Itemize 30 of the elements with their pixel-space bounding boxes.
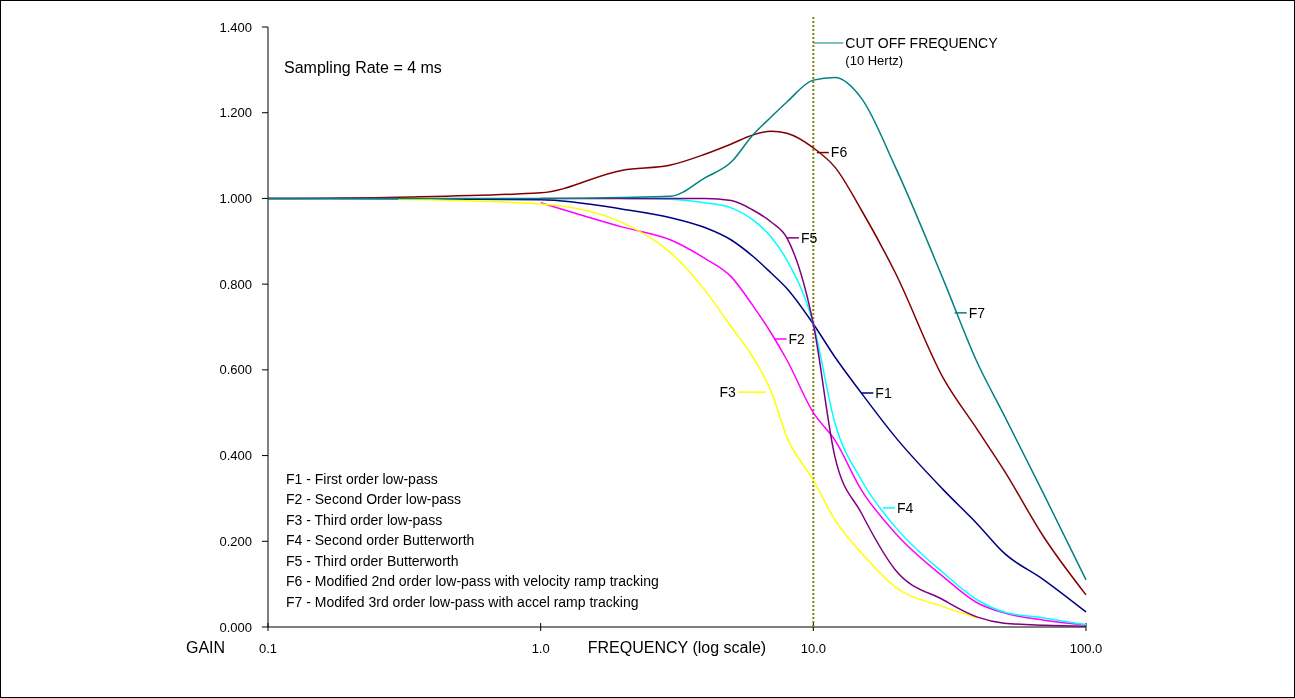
x-tick-label: 0.1 — [258, 641, 278, 656]
annotation: F7 — [968, 304, 986, 321]
annotation: F1 — [875, 384, 892, 401]
annotation: F4 - Second order Butterworth — [286, 532, 475, 549]
y-tick-label: 0.200 — [219, 533, 252, 549]
annotation: F6 - Modified 2nd order low-pass with velocity ramp tracking — [286, 573, 659, 590]
annotation: F4 — [896, 499, 914, 516]
annotation: F1 - First order low-pass — [286, 470, 438, 487]
y-tick-label: 0.600 — [219, 362, 252, 378]
y-axis-title: GAIN — [186, 639, 226, 656]
annotation: F3 — [719, 384, 737, 401]
x-axis-title: FREQUENCY (log scale) — [587, 639, 767, 656]
y-tick-label: 0.800 — [219, 276, 252, 292]
y-tick-label: 1.400 — [219, 19, 252, 35]
x-tick-label: 100.0 — [1069, 641, 1103, 656]
annotation: F2 - Second Order low-pass — [286, 491, 462, 508]
annotation: F7 - Modifed 3rd order low-pass with accel ramp tracking — [286, 593, 639, 610]
annotation: F2 — [788, 330, 805, 347]
x-tick-label: 1.0 — [531, 641, 550, 656]
y-tick-label: 0.400 — [219, 448, 252, 464]
y-tick-label: 1.200 — [219, 105, 252, 121]
y-tick-label: 0.000 — [219, 619, 252, 635]
ref-line-label: CUT OFF FREQUENCY (10 Hertz) — [845, 34, 999, 68]
annotation: F5 - Third order Butterworth — [286, 552, 459, 569]
annotation: F3 - Third order low-pass — [286, 511, 443, 528]
y-tick-label: 1.000 — [219, 190, 252, 206]
annotation: F6 — [830, 144, 848, 161]
x-tick-label: 10.0 — [800, 641, 826, 656]
annotation: F5 — [800, 229, 818, 246]
annotation: Sampling Rate = 4 ms — [284, 58, 442, 76]
